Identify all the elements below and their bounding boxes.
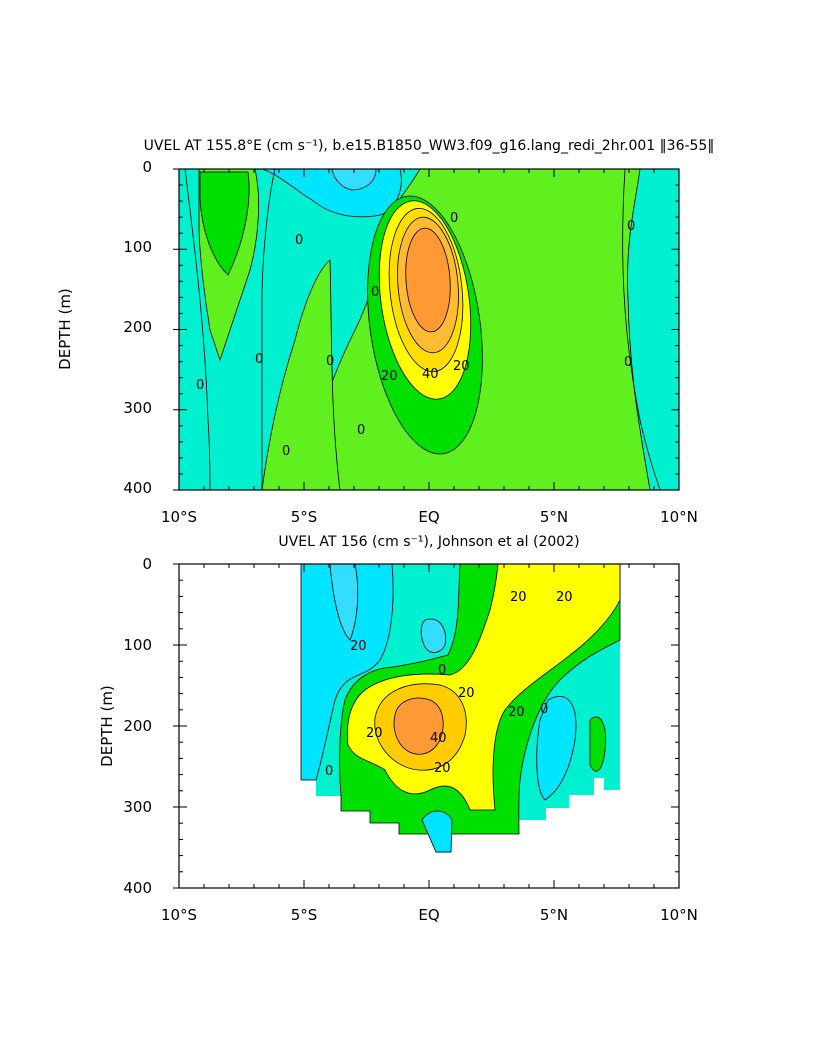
bottom-axis-ticks	[173, 563, 680, 889]
top-axis-ticks	[173, 168, 680, 491]
bottom-fill-core-40	[393, 697, 444, 755]
top-panel: UVEL AT 155.8°E (cm s⁻¹), b.e15.B1850_WW…	[56, 138, 714, 526]
bottom-panel-title: UVEL AT 156 (cm s⁻¹), Johnson et al (200…	[278, 534, 579, 550]
bottom-fill-westward	[300, 564, 394, 781]
top-clabel: 0	[371, 285, 379, 300]
bottom-fill-right-lobe	[589, 716, 607, 772]
top-contour-labels: 0 0 0 0 0 0 0 0 0 0 20 20 40	[196, 211, 635, 459]
bottom-ylabel: DEPTH (m)	[98, 685, 116, 767]
top-ytick-400: 400	[123, 479, 152, 497]
bottom-fill-westward-2	[329, 564, 359, 641]
bottom-panel: UVEL AT 156 (cm s⁻¹), Johnson et al (200…	[98, 534, 698, 924]
top-xtick-EQ: EQ	[418, 508, 439, 526]
top-clabel: 0	[627, 219, 635, 234]
top-clabel: 40	[422, 367, 439, 382]
top-clabel: 0	[255, 352, 263, 367]
bottom-xtick-5N: 5°N	[540, 906, 568, 924]
top-clabel: 20	[381, 369, 398, 384]
bottom-clabel: 20	[556, 590, 573, 605]
top-core-50	[405, 227, 451, 333]
top-clabel: 0	[196, 378, 204, 393]
top-zero-line-1	[184, 169, 211, 490]
bottom-fill-westward-3	[420, 618, 447, 653]
bottom-contour-field	[300, 564, 621, 853]
bottom-xtick-10S: 10°S	[161, 906, 197, 924]
bottom-clabel: 20	[458, 686, 475, 701]
bottom-contour-labels: 20 20 20 20 20 20 20 20 40 0 0 0	[325, 590, 573, 779]
bottom-ytick-100: 100	[123, 636, 152, 654]
top-clabel: 0	[624, 355, 632, 370]
bottom-ytick-0: 0	[142, 555, 152, 573]
top-panel-title: UVEL AT 155.8°E (cm s⁻¹), b.e15.B1850_WW…	[144, 138, 715, 154]
top-xtick-10N: 10°N	[660, 508, 698, 526]
top-clabel: 0	[450, 211, 458, 226]
bottom-x-tick-labels: 10°S 5°S EQ 5°N 10°N	[161, 906, 698, 924]
top-xtick-10S: 10°S	[161, 508, 197, 526]
top-clabel: 20	[453, 359, 470, 374]
top-fill-westward-core	[331, 169, 377, 191]
bottom-clabel: 0	[438, 663, 446, 678]
top-clabel: 0	[282, 444, 290, 459]
top-x-tick-labels: 10°S 5°S EQ 5°N 10°N	[161, 508, 698, 526]
top-clabel: 0	[295, 233, 303, 248]
bottom-ytick-300: 300	[123, 798, 152, 816]
top-ylabel: DEPTH (m)	[56, 288, 74, 370]
top-ytick-100: 100	[123, 238, 152, 256]
bottom-xtick-EQ: EQ	[418, 906, 439, 924]
top-fill-left-core	[199, 171, 250, 276]
bottom-ytick-400: 400	[123, 879, 152, 897]
bottom-ytick-200: 200	[123, 717, 152, 735]
bottom-fill-right-cyan	[536, 696, 577, 801]
top-ytick-300: 300	[123, 399, 152, 417]
bottom-clabel: 20	[510, 590, 527, 605]
bottom-xtick-5S: 5°S	[291, 906, 318, 924]
top-ytick-0: 0	[142, 158, 152, 176]
top-contour-field	[179, 169, 679, 490]
bottom-clabel: 0	[540, 702, 548, 717]
bottom-clabel: 40	[430, 731, 447, 746]
top-fill-lower-left	[261, 259, 341, 490]
bottom-clabel: 20	[350, 639, 367, 654]
top-zero-line-2	[261, 169, 276, 490]
top-clabel: 0	[326, 354, 334, 369]
top-xtick-5N: 5°N	[540, 508, 568, 526]
bottom-y-tick-labels: 0 100 200 300 400	[123, 555, 152, 897]
bottom-fill-deep-cyan	[421, 810, 453, 853]
bottom-clabel: 0	[325, 764, 333, 779]
top-y-tick-labels: 0 100 200 300 400	[123, 158, 152, 497]
bottom-clabel: 20	[434, 761, 451, 776]
top-clabel: 0	[357, 423, 365, 438]
top-zero-line-3	[622, 169, 661, 490]
bottom-clabel: 20	[508, 705, 525, 720]
top-xtick-5S: 5°S	[291, 508, 318, 526]
bottom-clabel: 20	[366, 726, 383, 741]
top-ytick-200: 200	[123, 318, 152, 336]
bottom-xtick-10N: 10°N	[660, 906, 698, 924]
